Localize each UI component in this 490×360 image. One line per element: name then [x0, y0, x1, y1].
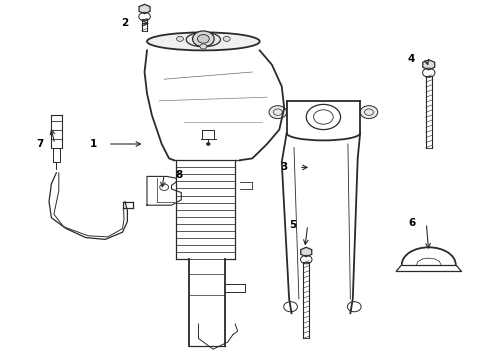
Circle shape: [223, 36, 230, 41]
Circle shape: [176, 36, 183, 41]
Text: 5: 5: [290, 220, 296, 230]
Ellipse shape: [147, 32, 260, 50]
Circle shape: [206, 143, 210, 145]
Text: 8: 8: [175, 170, 182, 180]
Circle shape: [193, 31, 214, 47]
Text: 1: 1: [90, 139, 97, 149]
Text: 2: 2: [122, 18, 128, 28]
Circle shape: [200, 44, 207, 49]
Text: 3: 3: [281, 162, 288, 172]
Text: 6: 6: [408, 218, 415, 228]
Text: 4: 4: [408, 54, 416, 64]
Text: 7: 7: [36, 139, 44, 149]
Circle shape: [197, 35, 209, 43]
Circle shape: [269, 105, 287, 118]
Ellipse shape: [186, 32, 220, 47]
Circle shape: [360, 105, 378, 118]
